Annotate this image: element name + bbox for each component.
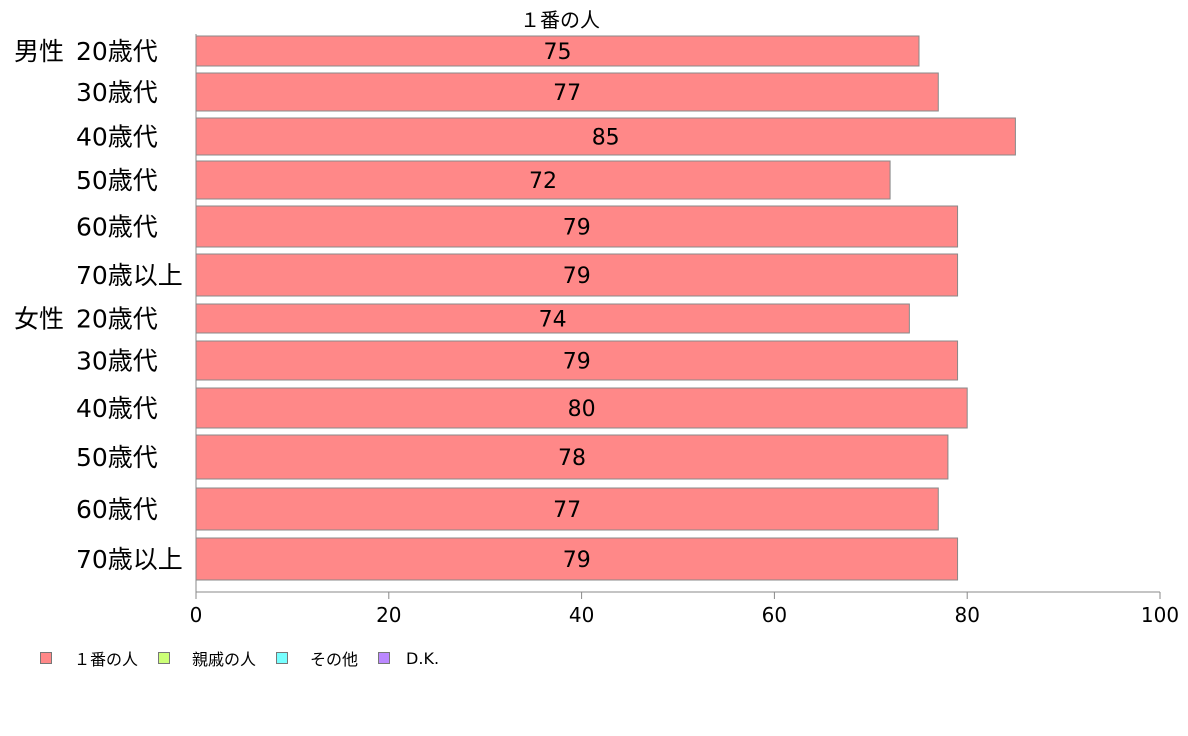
category-label: 70歳以上 — [76, 545, 183, 574]
legend-label: １番の人 — [74, 650, 139, 669]
chart-title: １番の人 — [520, 8, 600, 32]
legend-label: D.K. — [406, 648, 440, 668]
legend-item-1st: １番の人 — [40, 646, 138, 670]
data-label: 79 — [563, 264, 591, 289]
bar — [195, 434, 949, 480]
category-label: 40歳代 — [76, 394, 158, 423]
x-axis: 0 20 40 60 80 100 — [190, 34, 1179, 627]
data-label: 74 — [539, 308, 567, 333]
x-tick-label: 80 — [954, 603, 979, 627]
data-label: 72 — [529, 169, 557, 194]
category-label: 50歳代 — [76, 166, 158, 195]
legend-item-relative: 親戚の人 — [158, 646, 256, 670]
data-label: 75 — [544, 40, 572, 65]
group-label: 男性 — [14, 37, 64, 66]
data-label: 79 — [563, 548, 591, 573]
legend-label: その他 — [310, 650, 359, 669]
data-label: 79 — [563, 350, 591, 375]
category-label: 60歳代 — [76, 495, 158, 524]
bar — [195, 487, 939, 531]
legend-swatch — [378, 652, 391, 664]
x-tick-label: 60 — [762, 603, 787, 627]
category-label: 30歳代 — [76, 78, 158, 107]
category-label: 60歳代 — [76, 213, 158, 242]
category-label: 20歳代 — [76, 305, 158, 334]
category-labels: 20歳代 30歳代 40歳代 50歳代 60歳代 70歳以上 20歳代 30歳代 40歳代 50歳… — [14, 37, 183, 574]
legend-label: 親戚の人 — [192, 650, 257, 669]
bar — [195, 117, 1016, 156]
bar — [195, 205, 959, 248]
group-label: 女性 — [14, 305, 64, 334]
category-label: 70歳以上 — [76, 261, 183, 290]
bar — [195, 303, 910, 334]
category-label: 50歳代 — [76, 443, 158, 472]
data-label: 85 — [592, 126, 620, 151]
legend-swatch — [276, 652, 289, 664]
legend-item-other: その他 — [276, 646, 358, 670]
category-label: 30歳代 — [76, 347, 158, 376]
legend-swatch — [158, 652, 171, 664]
data-label: 77 — [553, 498, 581, 523]
data-label: 80 — [568, 397, 596, 422]
bar — [195, 160, 891, 200]
x-tick-label: 0 — [190, 603, 203, 627]
data-label: 78 — [558, 446, 586, 471]
legend-item-dk: D.K. — [378, 649, 439, 668]
data-label: 77 — [553, 81, 581, 106]
legend-swatch — [40, 652, 52, 664]
bar — [195, 72, 939, 112]
bar — [195, 537, 959, 581]
x-tick-label: 20 — [376, 603, 401, 627]
legend: １番の人 親戚の人 その他 D.K. — [40, 646, 459, 670]
category-label: 40歳代 — [76, 123, 158, 152]
data-label: 79 — [563, 216, 591, 241]
x-tick-label: 100 — [1141, 603, 1179, 627]
bar — [195, 35, 920, 67]
category-label: 20歳代 — [76, 37, 158, 66]
x-tick-label: 40 — [569, 603, 594, 627]
bar — [195, 253, 959, 297]
